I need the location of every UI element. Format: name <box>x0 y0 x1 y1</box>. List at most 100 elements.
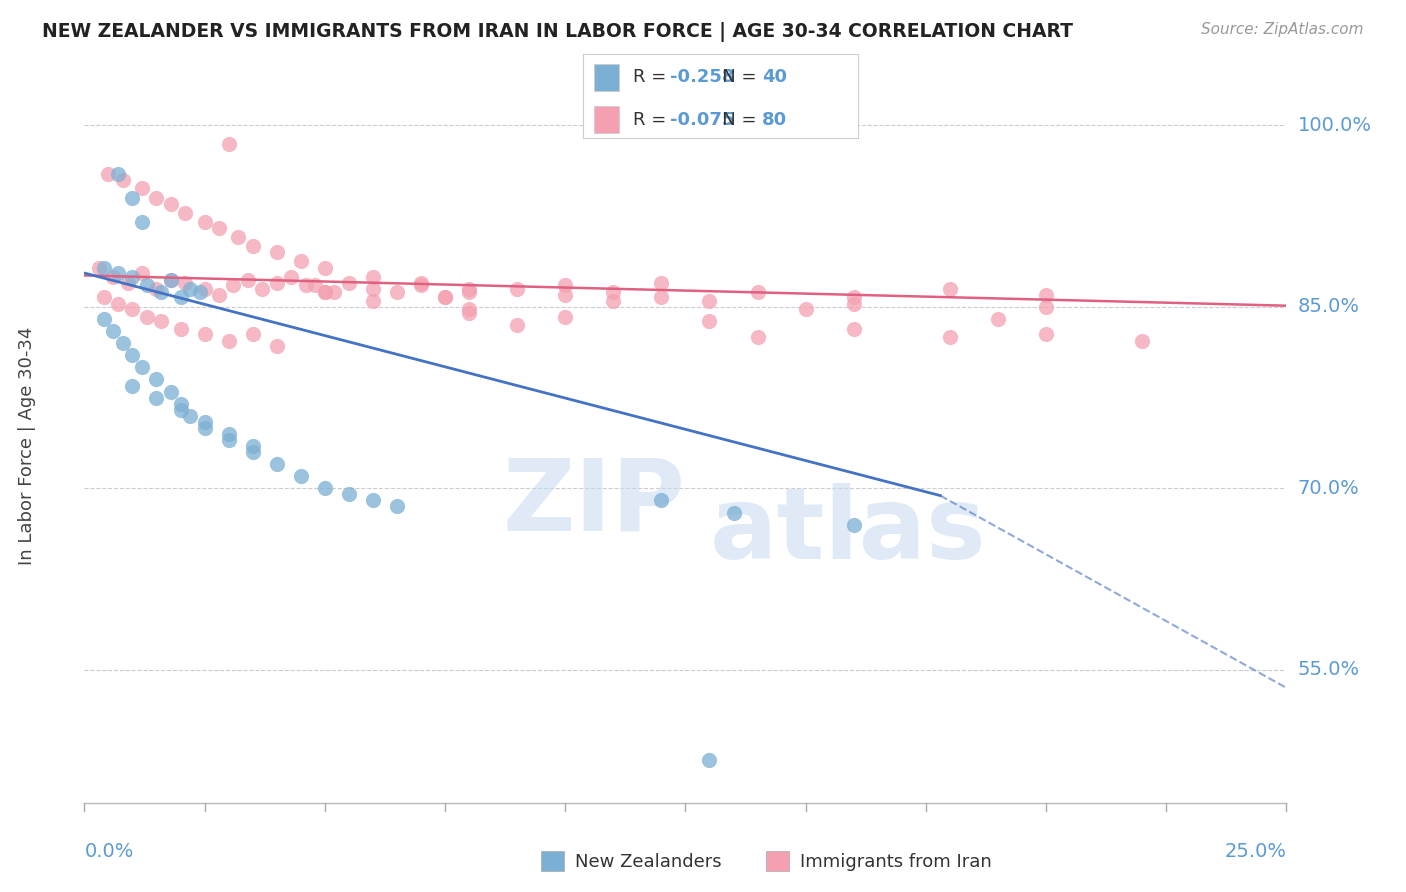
Point <box>111 173 134 187</box>
Point <box>434 290 457 304</box>
Text: 100.0%: 100.0% <box>1298 116 1372 135</box>
Point <box>314 481 336 495</box>
Point <box>650 290 672 304</box>
Point <box>174 276 197 290</box>
Point <box>602 293 624 308</box>
Point <box>174 205 197 219</box>
Text: atlas: atlas <box>710 483 986 580</box>
Point <box>194 415 217 429</box>
Point <box>160 197 183 211</box>
Point <box>602 285 624 300</box>
Point <box>266 276 288 290</box>
Point <box>218 334 240 348</box>
Point <box>939 282 962 296</box>
Point <box>222 278 245 293</box>
Point <box>169 402 191 417</box>
Point <box>361 493 384 508</box>
Point <box>179 409 201 423</box>
Point <box>135 310 157 324</box>
Point <box>314 285 336 300</box>
Point <box>506 282 529 296</box>
Point <box>554 310 576 324</box>
Point <box>266 338 288 352</box>
Point <box>169 397 191 411</box>
Text: N =: N = <box>706 111 762 128</box>
Point <box>699 754 721 768</box>
Text: N =: N = <box>706 69 762 87</box>
Point <box>266 245 288 260</box>
Point <box>361 282 384 296</box>
Point <box>93 312 115 326</box>
Point <box>169 290 191 304</box>
Point <box>103 324 125 338</box>
Point <box>842 517 865 532</box>
Point <box>131 266 153 280</box>
Point <box>458 285 481 300</box>
FancyBboxPatch shape <box>595 63 619 91</box>
Point <box>314 261 336 276</box>
Point <box>131 215 153 229</box>
Text: 85.0%: 85.0% <box>1298 297 1360 317</box>
Point <box>121 269 143 284</box>
Point <box>160 273 183 287</box>
Text: -0.075: -0.075 <box>669 111 734 128</box>
Point <box>226 229 249 244</box>
Point <box>194 215 217 229</box>
Point <box>650 276 672 290</box>
Point <box>337 276 360 290</box>
Text: New Zealanders: New Zealanders <box>575 853 721 871</box>
Point <box>87 261 110 276</box>
Point <box>160 384 183 399</box>
Point <box>236 273 259 287</box>
Point <box>218 136 240 151</box>
Text: R =: R = <box>633 111 672 128</box>
Point <box>145 391 167 405</box>
Point <box>290 469 312 483</box>
Point <box>150 314 173 328</box>
Point <box>218 426 240 441</box>
Text: In Labor Force | Age 30-34: In Labor Force | Age 30-34 <box>18 326 35 566</box>
Point <box>458 282 481 296</box>
Text: Immigrants from Iran: Immigrants from Iran <box>800 853 991 871</box>
Point <box>194 326 217 341</box>
Point <box>290 254 312 268</box>
Point <box>842 297 865 311</box>
Point <box>160 273 183 287</box>
Point <box>208 221 231 235</box>
Point <box>361 269 384 284</box>
Point <box>458 306 481 320</box>
Text: 70.0%: 70.0% <box>1298 479 1360 498</box>
Point <box>252 282 274 296</box>
Point <box>131 181 153 195</box>
Point <box>409 278 432 293</box>
Point <box>145 282 167 296</box>
Point <box>93 290 115 304</box>
Text: NEW ZEALANDER VS IMMIGRANTS FROM IRAN IN LABOR FORCE | AGE 30-34 CORRELATION CHA: NEW ZEALANDER VS IMMIGRANTS FROM IRAN IN… <box>42 22 1073 42</box>
Text: ZIP: ZIP <box>502 455 686 551</box>
Point <box>1035 300 1057 314</box>
Point <box>135 278 157 293</box>
Point <box>111 336 134 351</box>
Point <box>266 457 288 471</box>
Point <box>145 191 167 205</box>
Point <box>242 445 264 459</box>
Point <box>385 285 408 300</box>
Point <box>458 302 481 317</box>
Point <box>242 326 264 341</box>
Point <box>107 266 129 280</box>
Point <box>337 487 360 501</box>
Text: 0.0%: 0.0% <box>84 842 134 861</box>
Text: 25.0%: 25.0% <box>1225 842 1286 861</box>
FancyBboxPatch shape <box>595 106 619 133</box>
Point <box>314 285 336 300</box>
Text: 55.0%: 55.0% <box>1298 660 1360 679</box>
Point <box>194 421 217 435</box>
Point <box>650 493 672 508</box>
Point <box>939 330 962 344</box>
Point <box>145 372 167 386</box>
Point <box>434 290 457 304</box>
Point <box>107 167 129 181</box>
Point <box>242 239 264 253</box>
Text: 40: 40 <box>762 69 787 87</box>
Point <box>218 433 240 447</box>
